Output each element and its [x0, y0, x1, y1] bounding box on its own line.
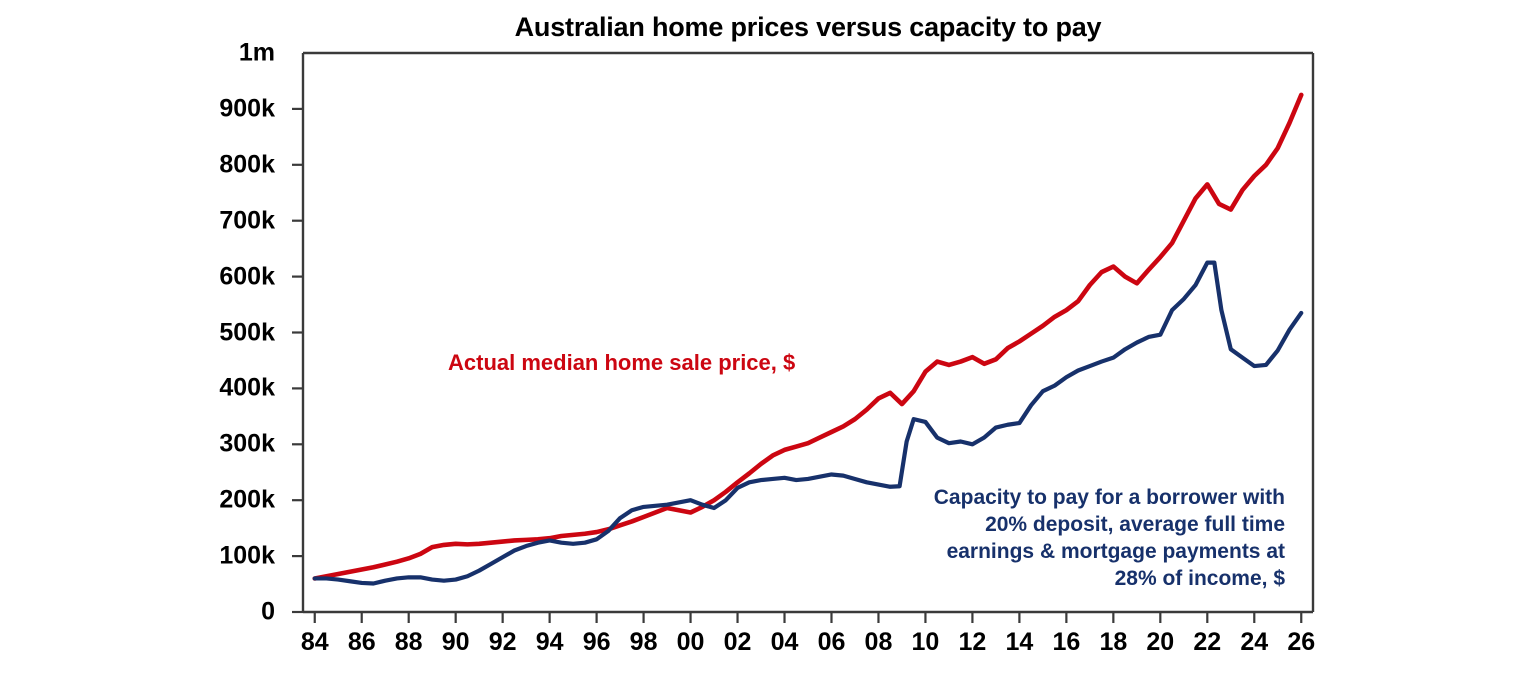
- x-tick-label: 04: [770, 628, 799, 656]
- red-series-label: Actual median home sale price, $: [448, 350, 796, 375]
- series-line-capacity-to-pay: [312, 260, 1304, 586]
- x-tick-label: 90: [441, 628, 470, 656]
- x-tick-label: 12: [958, 628, 987, 656]
- x-tick-label: 10: [911, 628, 940, 656]
- x-tick-label: 24: [1240, 628, 1269, 656]
- x-tick-label: 88: [394, 628, 423, 656]
- x-tick-label: 20: [1146, 628, 1175, 656]
- y-tick-label: 800k: [219, 150, 275, 179]
- series-line-actual-price: [312, 92, 1304, 581]
- data-series-lines: [312, 92, 1304, 586]
- blue-series-label-line-1: Capacity to pay for a borrower with: [933, 486, 1285, 509]
- blue-series-label-line-4: 28% of income, $: [1114, 566, 1285, 590]
- y-tick-label: 300k: [219, 429, 275, 458]
- blue-series-label-line-2: 20% deposit, average full time: [985, 512, 1285, 536]
- chart-title: Australian home prices versus capacity t…: [514, 12, 1102, 42]
- x-tick-label: 16: [1052, 628, 1081, 656]
- axis-ticks: [292, 107, 1303, 623]
- x-tick-label: 84: [300, 628, 329, 656]
- blue-series-label: Capacity to pay for a borrower with 20% …: [795, 485, 1285, 593]
- y-tick-label: 200k: [219, 485, 275, 514]
- x-tick-label: 98: [629, 628, 658, 656]
- y-tick-label: 500k: [219, 318, 275, 346]
- x-tick-label: 22: [1193, 628, 1222, 656]
- x-tick-label: 86: [347, 628, 376, 656]
- x-tick-label: 00: [676, 628, 705, 656]
- x-tick-label: 96: [582, 628, 611, 656]
- x-tick-label: 92: [488, 628, 517, 656]
- y-tick-label: 400k: [219, 373, 275, 402]
- y-tick-label: 100k: [219, 541, 275, 570]
- x-tick-label: 18: [1099, 628, 1128, 656]
- x-tick-label: 06: [817, 628, 846, 656]
- y-tick-label: 0: [261, 597, 275, 626]
- y-tick-label: 900k: [219, 94, 275, 123]
- y-tick-label: 700k: [219, 206, 275, 235]
- blue-series-label-line-3: earnings & mortgage payments at: [946, 539, 1285, 563]
- y-tick-label: 1m: [238, 38, 275, 67]
- x-tick-label: 02: [723, 628, 752, 656]
- x-tick-label: 14: [1005, 628, 1034, 656]
- x-tick-label: 94: [535, 628, 564, 656]
- x-tick-label: 26: [1287, 628, 1316, 656]
- y-tick-label: 600k: [219, 262, 275, 291]
- x-tick-label: 08: [864, 628, 893, 656]
